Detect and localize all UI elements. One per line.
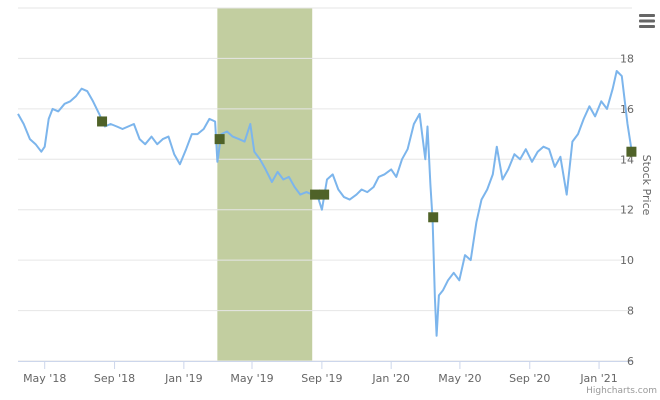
y-tick-label: 16: [620, 103, 634, 116]
hamburger-menu-icon[interactable]: [638, 12, 656, 30]
highlight-band: [217, 8, 313, 361]
menu-icon-bar: [639, 14, 655, 17]
credits-link[interactable]: Highcharts.com: [586, 386, 657, 396]
event-marker: [428, 212, 439, 223]
menu-icon-bar: [639, 19, 655, 23]
event-marker: [626, 146, 637, 157]
x-tick-label: Sep '19: [301, 372, 342, 385]
y-tick-label: 10: [620, 254, 634, 267]
series-layer: [17, 70, 633, 337]
y-tick-label: 12: [620, 204, 634, 217]
x-tick-label: Sep '20: [509, 372, 550, 385]
event-marker: [97, 116, 108, 127]
x-tick-label: May '20: [438, 372, 481, 385]
x-tick-label: May '18: [23, 372, 66, 385]
event-marker: [310, 189, 321, 200]
x-tick-label: Jan '19: [164, 372, 202, 385]
x-tick-label: Jan '20: [371, 372, 409, 385]
highlight-band-layer: [217, 8, 313, 361]
marker-layer: [97, 116, 637, 223]
event-marker: [319, 189, 330, 200]
event-marker: [214, 134, 225, 145]
y-tick-label: 8: [627, 305, 634, 318]
y-axis-title: Stock Price: [640, 155, 653, 216]
x-axis: May '18 Sep '18 Jan '19 May '19 Sep '19 Jan '…: [18, 361, 632, 385]
x-tick-label: Jan '21: [579, 372, 617, 385]
menu-icon-bar: [639, 25, 655, 28]
y-tick-label: 6: [627, 355, 634, 368]
gridlines: [18, 7, 632, 362]
series-line: [17, 70, 633, 337]
x-tick-label: Sep '18: [94, 372, 135, 385]
x-tick-label: May '19: [230, 372, 273, 385]
y-tick-label: 18: [620, 52, 634, 65]
